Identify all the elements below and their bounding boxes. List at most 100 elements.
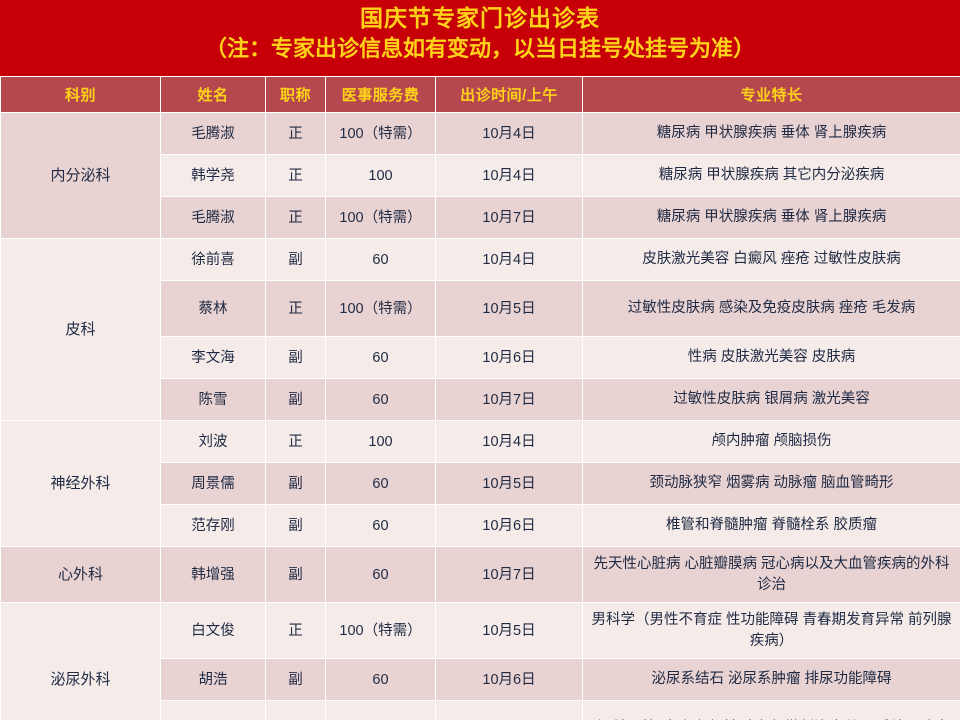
specialty-cell: 先天性心脏病 心脏瓣膜病 冠心病以及大血管疾病的外科诊治 <box>582 546 960 603</box>
visit-time-cell: 10月4日 <box>435 154 583 197</box>
department-cell: 内分泌科 <box>0 112 161 239</box>
doctor-name-cell: 李清 <box>160 700 266 720</box>
doctor-name-cell: 刘波 <box>160 420 266 463</box>
visit-time-cell: 10月7日 <box>435 378 583 421</box>
specialty-cell: 颅内肿瘤 颅脑损伤 <box>582 420 960 463</box>
doctor-title-cell: 副 <box>265 336 326 379</box>
doctor-name-cell: 韩学尧 <box>160 154 266 197</box>
specialty-cell: 男科学（男性不育症 性功能障碍 青春期发育异常 前列腺疾病） <box>582 602 960 659</box>
doctor-name-cell: 蔡林 <box>160 280 266 337</box>
service-fee-cell: 100 <box>325 154 436 197</box>
service-fee-cell: 60 <box>325 504 436 547</box>
table-row: 陈雪副 60 10月7日 过敏性皮肤病 银屑病 激光美容 <box>1 378 960 421</box>
visit-time-cell: 10月7日 <box>435 546 583 603</box>
service-fee-cell: 60 <box>325 336 436 379</box>
banner: 国庆节专家门诊出诊表 （注：专家出诊信息如有变动，以当日挂号处挂号为准） <box>0 0 960 76</box>
table-header: 科别 姓名 职称 医事服务费 出诊时间/上午 专业特长 <box>0 76 960 113</box>
specialty-cell: 过敏性皮肤病 感染及免疫皮肤病 痤疮 毛发病 <box>582 280 960 337</box>
table-row: 李文海副 60 10月6日 性病 皮肤激光美容 皮肤病 <box>1 336 960 379</box>
doctor-title-cell: 正 <box>265 154 326 197</box>
specialty-cell: 皮肤激光美容 白癜风 痤疮 过敏性皮肤病 <box>582 238 960 281</box>
visit-time-cell: 10月7日 <box>435 196 583 239</box>
doctor-name-cell: 毛腾淑 <box>160 112 266 155</box>
table-row: 李清正8010月7日肾 输尿管 膀胱肿瘤 前列腺癌 微创治疗 泌尿系结石诊疗 <box>1 700 960 720</box>
table-body: 内分泌科 毛腾淑正 100（特需） 10月4日 糖尿病 甲状腺疾病 垂体 肾上腺疾病 韩学… <box>0 112 960 720</box>
department-cell: 心外科 <box>0 546 161 603</box>
doctor-title-cell: 副 <box>265 378 326 421</box>
service-fee-cell: 100（特需） <box>325 280 436 337</box>
visit-time-cell: 10月6日 <box>435 504 583 547</box>
doctor-title-cell: 副 <box>265 504 326 547</box>
table-row: 皮科 徐前喜副 60 10月4日 皮肤激光美容 白癜风 痤疮 过敏性皮肤病 <box>0 238 960 421</box>
visit-time-cell: 10月4日 <box>435 238 583 281</box>
visit-time-cell: 10月5日 <box>435 462 583 505</box>
specialty-cell: 椎管和脊髓肿瘤 脊髓栓系 胶质瘤 <box>582 504 960 547</box>
column-header-specialty: 专业特长 <box>582 76 960 113</box>
visit-time-cell: 10月4日 <box>435 420 583 463</box>
table-row: 内分泌科 毛腾淑正 100（特需） 10月4日 糖尿病 甲状腺疾病 垂体 肾上腺疾病 <box>0 112 960 239</box>
doctor-title-cell: 副 <box>265 462 326 505</box>
table-row: 周景儒副 60 10月5日 颈动脉狭窄 烟雾病 动脉瘤 脑血管畸形 <box>1 462 960 505</box>
specialty-cell: 颈动脉狭窄 烟雾病 动脉瘤 脑血管畸形 <box>582 462 960 505</box>
column-header-name: 姓名 <box>160 76 266 113</box>
service-fee-cell: 100 <box>325 420 436 463</box>
table-row: 神经外科 刘波正 100 10月4日 颅内肿瘤 颅脑损伤 <box>0 420 960 547</box>
service-fee-cell: 80 <box>325 700 436 720</box>
visit-time-cell: 10月7日 <box>435 700 583 720</box>
doctor-name-cell: 徐前喜 <box>160 238 266 281</box>
specialty-cell: 性病 皮肤激光美容 皮肤病 <box>582 336 960 379</box>
specialty-cell: 糖尿病 甲状腺疾病 垂体 肾上腺疾病 <box>582 112 960 155</box>
table-row: 范存刚副 60 10月6日 椎管和脊髓肿瘤 脊髓栓系 胶质瘤 <box>1 504 960 547</box>
column-header-fee: 医事服务费 <box>325 76 436 113</box>
doctor-name-cell: 胡浩 <box>160 658 266 701</box>
specialty-cell: 糖尿病 甲状腺疾病 垂体 肾上腺疾病 <box>582 196 960 239</box>
doctor-name-cell: 周景儒 <box>160 462 266 505</box>
department-cell: 泌尿外科 <box>0 602 161 720</box>
doctor-title-cell: 副 <box>265 238 326 281</box>
specialty-cell: 肾 输尿管 膀胱肿瘤 前列腺癌 微创治疗 泌尿系结石诊疗 <box>582 700 960 720</box>
doctor-name-cell: 韩增强 <box>160 546 266 603</box>
table-row: 泌尿外科 白文俊正 100（特需） 10月5日 男科学（男性不育症 性功能障碍 青春期发… <box>0 602 960 720</box>
doctor-title-cell: 正 <box>265 420 326 463</box>
table-row: 毛腾淑正 100（特需） 10月7日 糖尿病 甲状腺疾病 垂体 肾上腺疾病 <box>1 196 960 239</box>
visit-time-cell: 10月5日 <box>435 280 583 337</box>
specialty-cell: 糖尿病 甲状腺疾病 其它内分泌疾病 <box>582 154 960 197</box>
table-row: 韩学尧正 100 10月4日 糖尿病 甲状腺疾病 其它内分泌疾病 <box>1 154 960 197</box>
department-cell: 神经外科 <box>0 420 161 547</box>
doctor-title-cell: 正 <box>265 602 326 659</box>
service-fee-cell: 60 <box>325 462 436 505</box>
table-row: 蔡林正 100（特需） 10月5日 过敏性皮肤病 感染及免疫皮肤病 痤疮 毛发病 <box>1 280 960 337</box>
doctor-name-cell: 白文俊 <box>160 602 266 659</box>
visit-time-cell: 10月5日 <box>435 602 583 659</box>
visit-time-cell: 10月4日 <box>435 112 583 155</box>
doctor-title-cell: 副 <box>265 546 326 603</box>
schedule-table: 科别 姓名 职称 医事服务费 出诊时间/上午 专业特长 内分泌科 毛腾淑正 100（… <box>0 76 960 720</box>
column-header-department: 科别 <box>0 76 161 113</box>
table-header-row: 科别 姓名 职称 医事服务费 出诊时间/上午 专业特长 <box>0 76 960 113</box>
table-row: 胡浩副 60 10月6日 泌尿系结石 泌尿系肿瘤 排尿功能障碍 <box>1 658 960 701</box>
doctor-title-cell: 正 <box>265 196 326 239</box>
doctor-name-cell: 范存刚 <box>160 504 266 547</box>
page-title: 国庆节专家门诊出诊表 <box>360 5 600 31</box>
doctor-title-cell: 正 <box>265 700 326 720</box>
service-fee-cell: 60 <box>325 546 436 603</box>
doctor-name-cell: 陈雪 <box>160 378 266 421</box>
service-fee-cell: 100（特需） <box>325 602 436 659</box>
visit-time-cell: 10月6日 <box>435 336 583 379</box>
column-header-title: 职称 <box>265 76 326 113</box>
doctor-title-cell: 副 <box>265 658 326 701</box>
doctor-title-cell: 正 <box>265 112 326 155</box>
page-subtitle-note: （注：专家出诊信息如有变动，以当日挂号处挂号为准） <box>204 36 755 61</box>
specialty-cell: 泌尿系结石 泌尿系肿瘤 排尿功能障碍 <box>582 658 960 701</box>
service-fee-cell: 60 <box>325 238 436 281</box>
doctor-name-cell: 毛腾淑 <box>160 196 266 239</box>
service-fee-cell: 60 <box>325 378 436 421</box>
doctor-name-cell: 李文海 <box>160 336 266 379</box>
service-fee-cell: 60 <box>325 658 436 701</box>
doctor-title-cell: 正 <box>265 280 326 337</box>
department-cell: 皮科 <box>0 238 161 421</box>
column-header-time: 出诊时间/上午 <box>435 76 583 113</box>
specialty-cell: 过敏性皮肤病 银屑病 激光美容 <box>582 378 960 421</box>
visit-time-cell: 10月6日 <box>435 658 583 701</box>
